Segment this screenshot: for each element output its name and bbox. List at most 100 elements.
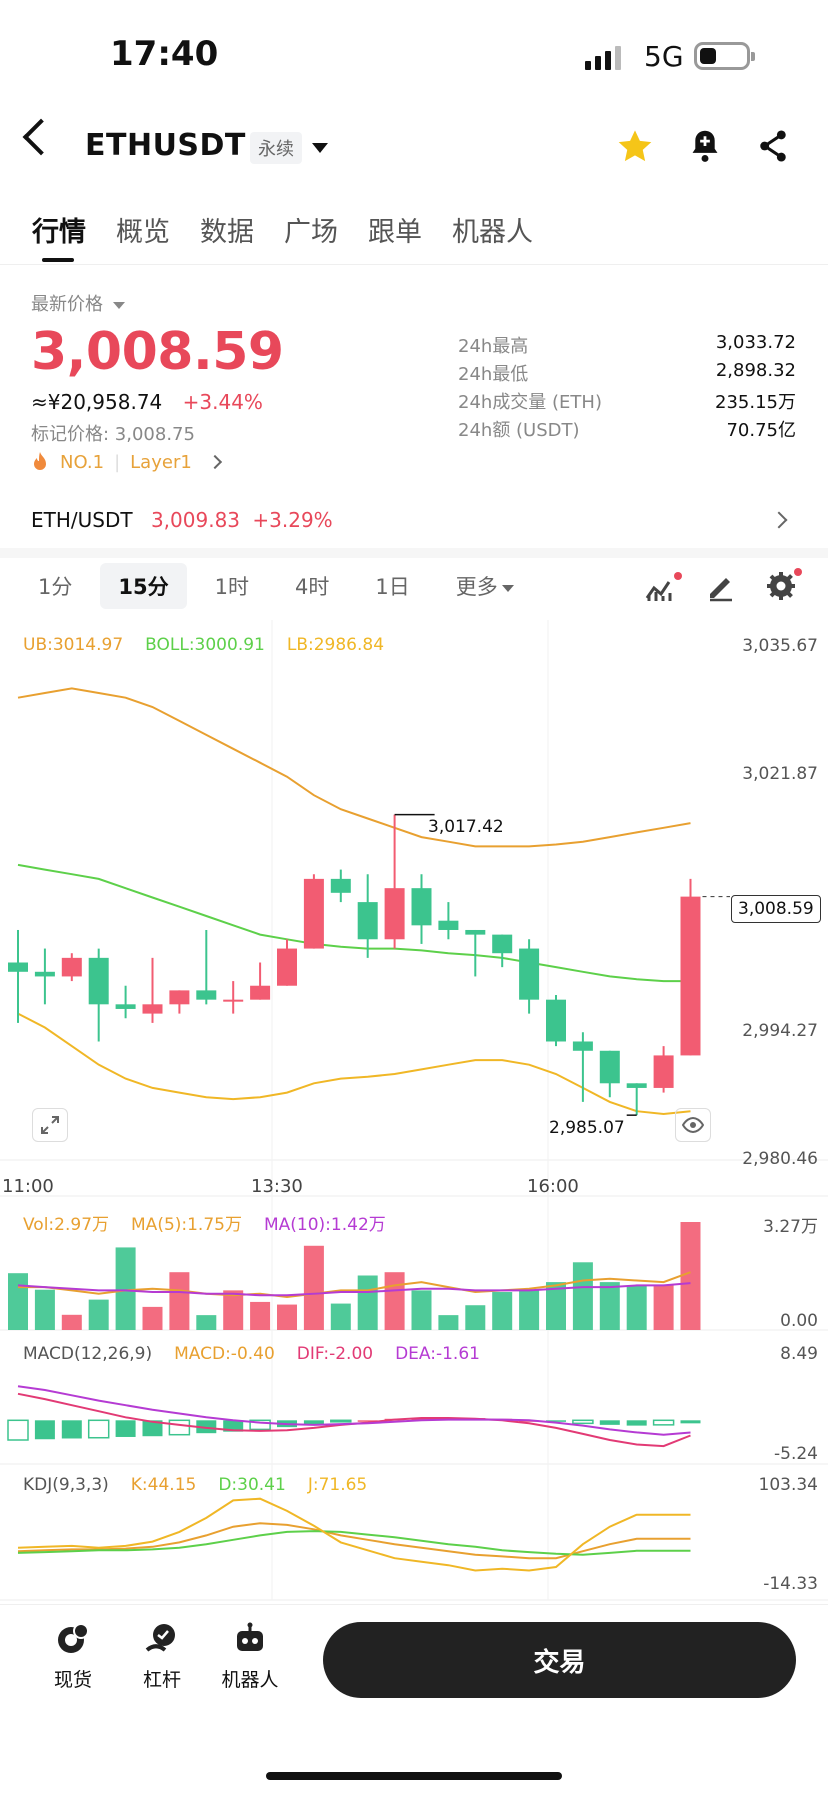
macd-histogram-bar [680, 1420, 701, 1424]
candle-body [115, 1004, 136, 1009]
rank-label: NO.1 [60, 451, 105, 473]
cny-price: ≈¥20,958.74 [31, 390, 163, 414]
stat-row: 24h最低 2,898.32 [458, 360, 796, 385]
indicator-icon[interactable] [644, 572, 684, 604]
price-sub: ≈¥20,958.74 +3.44% [31, 390, 263, 414]
time-label: 16:00 [527, 1176, 579, 1197]
chevron-down-icon[interactable] [312, 143, 328, 153]
legend-k: K:44.15 [130, 1475, 197, 1495]
candle-body [546, 999, 566, 1042]
pair-change: +3.29% [252, 508, 333, 532]
volume-bar [519, 1290, 540, 1330]
volume-bar [250, 1301, 271, 1330]
network-label: 5G [644, 40, 684, 73]
back-icon[interactable] [22, 118, 60, 156]
eye-icon[interactable] [675, 1108, 711, 1142]
home-indicator[interactable] [266, 1772, 562, 1780]
contract-tag: 永续 [250, 132, 302, 164]
macd-histogram-bar [142, 1420, 163, 1437]
candle-body [357, 902, 378, 940]
nav-spot-label: 现货 [53, 1669, 92, 1691]
volume-bar [277, 1304, 297, 1330]
volume-bar [142, 1306, 163, 1330]
macd-histogram-bar [599, 1420, 620, 1425]
candle-body [277, 948, 297, 986]
stat-row: 24h额 (USDT) 70.75亿 [458, 420, 796, 441]
high-annotation: 3,017.42 [428, 817, 504, 837]
price-axis-label: 2,994.27 [742, 1021, 818, 1041]
vol-ma10-line [17, 1282, 691, 1297]
interval-more[interactable]: 更多 [438, 563, 532, 609]
candle-body [411, 888, 432, 926]
divider [0, 548, 828, 558]
candle-body [572, 1041, 593, 1051]
stat-row: 24h最高 3,033.72 [458, 332, 796, 357]
volume-bar [61, 1314, 82, 1330]
candle-body [196, 990, 217, 1000]
interval-bar: 1分 15分 1时 4时 1日 更多 [20, 563, 542, 609]
macd-histogram-bar [330, 1419, 352, 1423]
nav-bot[interactable]: 机器人 [210, 1622, 290, 1692]
tab-copytrade[interactable]: 跟单 [368, 217, 422, 248]
share-icon[interactable] [756, 128, 790, 164]
vol-axis-label: 3.27万 [763, 1217, 818, 1237]
candle-body [653, 1055, 674, 1088]
macd-histogram-bar [168, 1419, 191, 1436]
interval-4h[interactable]: 4时 [294, 575, 330, 599]
spot-pair-row[interactable]: ETH/USDT 3,009.83 +3.29% [31, 508, 333, 532]
macd-histogram-bar [87, 1419, 110, 1439]
volume-bar [8, 1273, 28, 1330]
macd-histogram-bar [249, 1419, 271, 1431]
status-time: 17:40 [110, 34, 219, 74]
candle-body [599, 1050, 620, 1084]
robot-icon [237, 1622, 263, 1651]
tab-market[interactable]: 行情 [32, 217, 86, 248]
nav-margin[interactable]: 杠杆 [122, 1622, 202, 1692]
macd-histogram-bar [411, 1418, 432, 1421]
legend-dea: DEA:-1.61 [395, 1344, 480, 1364]
candlestick-chart[interactable] [0, 620, 828, 1605]
symbol-title[interactable]: ETHUSDT [85, 128, 246, 163]
alert-bell-icon[interactable] [688, 128, 722, 164]
nav-spot[interactable]: 现货 [33, 1622, 113, 1692]
interval-1m[interactable]: 1分 [38, 575, 73, 599]
expand-icon[interactable] [32, 1108, 68, 1142]
candle-body [223, 999, 244, 1002]
volume-bar [546, 1282, 566, 1330]
volume-bar [411, 1290, 432, 1330]
draw-tool-icon[interactable] [706, 572, 736, 602]
macd-histogram-bar [303, 1420, 324, 1425]
trade-button[interactable]: 交易 [323, 1622, 796, 1698]
price-label-wrap[interactable]: 最新价格 [31, 290, 125, 316]
rank-row[interactable]: NO.1 | Layer1 [30, 451, 222, 473]
tab-overview[interactable]: 概览 [116, 217, 170, 248]
star-icon[interactable] [616, 128, 654, 166]
price-axis-label: 3,035.67 [742, 636, 818, 656]
margin-icon [145, 1624, 175, 1652]
kdj-j-line [17, 1497, 691, 1572]
tab-data[interactable]: 数据 [200, 217, 254, 248]
boll-upper-line [17, 687, 691, 848]
price-axis-label: 2,980.46 [742, 1149, 818, 1169]
tab-bot[interactable]: 机器人 [452, 217, 533, 248]
interval-15m[interactable]: 15分 [100, 563, 187, 609]
interval-1d[interactable]: 1日 [375, 575, 410, 599]
volume-bar [357, 1275, 378, 1330]
macd-histogram-bar [7, 1419, 29, 1441]
macd-histogram-bar [196, 1420, 217, 1434]
kdj-k-line [17, 1522, 691, 1560]
legend-ma10: MA(10):1.42万 [263, 1215, 386, 1235]
chevron-right-icon[interactable] [770, 511, 788, 529]
volume-bar [384, 1272, 405, 1330]
interval-1h[interactable]: 1时 [214, 575, 249, 599]
boll-mid-line [17, 863, 691, 983]
stats-panel: 24h最高 3,033.72 24h最低 2,898.32 24h成交量 (ETH)… [458, 332, 796, 444]
volume-bar [196, 1315, 217, 1330]
candle-body [169, 990, 190, 1005]
tab-square[interactable]: 广场 [284, 217, 338, 248]
pair-name: ETH/USDT [31, 508, 133, 532]
change-percent: +3.44% [182, 390, 263, 414]
boll-lower-line [17, 1012, 691, 1116]
settings-gear-icon[interactable] [764, 568, 804, 602]
spot-icon [58, 1623, 89, 1653]
